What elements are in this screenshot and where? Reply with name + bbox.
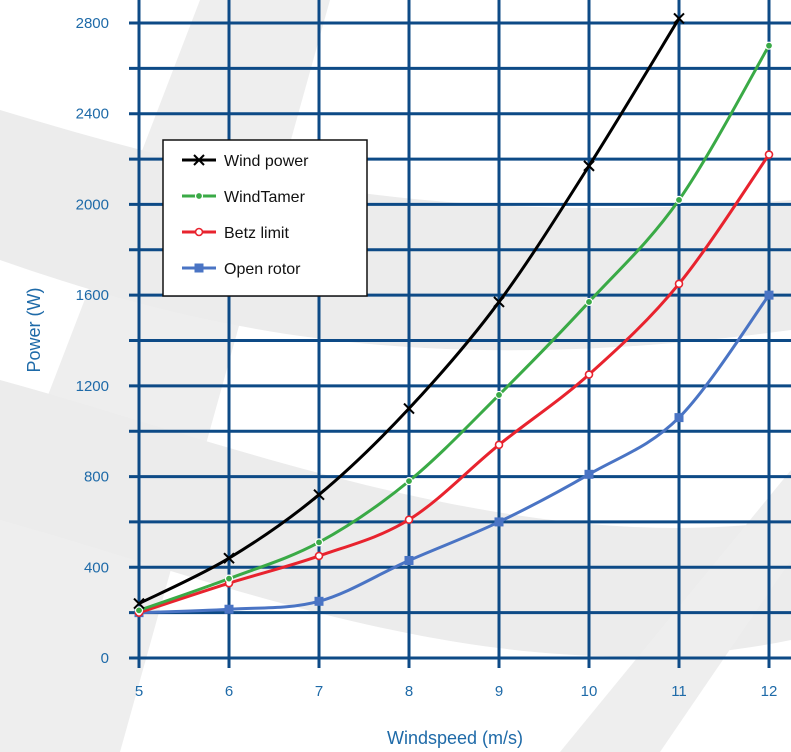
data-point <box>224 604 234 614</box>
legend-marker <box>194 227 204 237</box>
marker-stroke <box>223 552 235 564</box>
x-tick-label: 11 <box>671 683 687 700</box>
data-point <box>584 297 594 307</box>
legend-label: Open rotor <box>224 261 301 278</box>
data-point <box>764 290 774 300</box>
marker-stroke <box>403 402 415 415</box>
x-tick-label: 8 <box>405 683 413 700</box>
y-tick-label: 1600 <box>76 287 109 304</box>
data-point <box>224 574 234 583</box>
legend-item: Wind power <box>182 153 309 170</box>
legend-label: Wind power <box>224 153 309 170</box>
marker-stroke <box>313 489 325 501</box>
data-point <box>223 552 235 564</box>
data-point <box>673 12 685 25</box>
y-tick-label: 2000 <box>76 196 109 213</box>
x-axis-title: Windspeed (m/s) <box>387 728 523 748</box>
data-point <box>134 606 144 615</box>
data-point <box>404 555 414 565</box>
data-point <box>313 489 325 501</box>
data-point <box>584 469 594 479</box>
data-point <box>494 440 504 450</box>
data-point <box>674 195 684 204</box>
data-point <box>404 477 414 486</box>
series-wind-power <box>133 12 685 610</box>
marker-stroke <box>583 160 595 172</box>
legend-marker <box>194 191 204 201</box>
x-tick-label: 9 <box>495 683 503 700</box>
data-point <box>494 390 504 400</box>
data-point <box>494 517 504 527</box>
y-tick-label: 1200 <box>76 378 109 395</box>
data-point <box>493 296 505 308</box>
x-tick-label: 12 <box>761 683 778 700</box>
series-layer <box>133 12 774 618</box>
marker-stroke <box>493 296 505 308</box>
y-tick-label: 0 <box>101 650 109 667</box>
data-point <box>404 515 414 524</box>
series-windtamer <box>134 41 774 615</box>
data-point <box>674 413 684 423</box>
watermark-band-3 <box>0 380 791 657</box>
legend-label: Betz limit <box>224 225 289 242</box>
x-tick-label: 5 <box>135 683 143 700</box>
watermark-band-4 <box>560 470 791 752</box>
marker-stroke <box>193 154 205 166</box>
data-point <box>764 41 774 50</box>
legend: Wind power WindTamer Betz limit Open rotor <box>162 139 368 297</box>
legend-marker <box>193 154 205 166</box>
marker-stroke <box>673 12 685 25</box>
data-point <box>314 538 324 547</box>
x-tick-label: 10 <box>581 683 598 700</box>
legend-item: Open rotor <box>182 261 301 278</box>
data-point <box>764 150 774 159</box>
legend-item: Betz limit <box>182 225 289 242</box>
grid <box>129 0 791 668</box>
series-betz-limit <box>134 150 774 617</box>
data-point <box>403 402 415 415</box>
data-point <box>314 596 324 606</box>
marker-stroke <box>133 597 145 610</box>
data-point <box>133 597 145 610</box>
x-tick-label: 6 <box>225 683 233 700</box>
legend-marker <box>194 263 204 273</box>
data-point <box>674 279 684 289</box>
tick-labels: 5 6 7 8 9 10 11 12 0 400 800 1200 1600 2000 2400 2800 <box>76 15 778 700</box>
data-point <box>583 160 595 172</box>
legend-label: WindTamer <box>224 189 306 206</box>
y-tick-label: 400 <box>84 559 109 576</box>
x-tick-label: 7 <box>315 683 323 700</box>
y-tick-label: 800 <box>84 469 109 486</box>
legend-item: WindTamer <box>182 189 306 206</box>
legend-items: Wind power WindTamer Betz limit Open rotor <box>182 153 309 278</box>
data-point <box>584 370 594 379</box>
data-point <box>314 551 324 561</box>
y-tick-label: 2800 <box>76 15 109 32</box>
y-axis-title: Power (W) <box>24 288 44 373</box>
y-tick-label: 2400 <box>76 106 109 123</box>
